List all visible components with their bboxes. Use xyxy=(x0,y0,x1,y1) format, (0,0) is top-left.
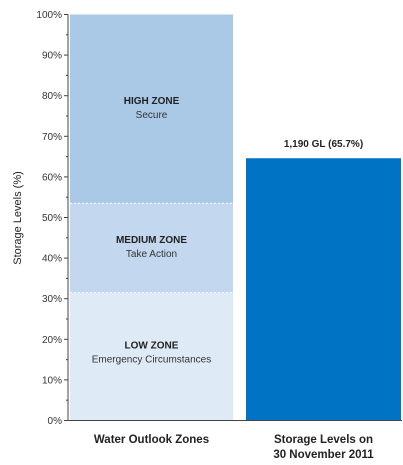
low-zone-band xyxy=(70,292,233,421)
outlook-zones-bar: LOW ZONE Emergency Circumstances MEDIUM ZO… xyxy=(70,14,233,421)
medium-zone-band xyxy=(70,203,233,293)
y-tick-label: 70% xyxy=(42,132,62,143)
high-zone-label: HIGH ZONE xyxy=(124,96,180,107)
medium-zone-label: MEDIUM ZONE xyxy=(116,235,187,246)
y-tick-label: 40% xyxy=(42,254,62,265)
y-tick-label: 20% xyxy=(42,335,62,346)
high-zone-band xyxy=(70,14,233,204)
medium-zone-description: Take Action xyxy=(126,249,177,260)
x-category-label: Water Outlook Zones xyxy=(94,434,209,446)
y-tick-label: 90% xyxy=(42,51,62,62)
y-tick-label: 0% xyxy=(48,416,63,427)
y-axis: 0% 10% 20% 30% 40% 50% 60% 70% 80% 90% 100% xyxy=(36,10,402,427)
high-zone-description: Secure xyxy=(136,110,168,121)
y-tick-label: 100% xyxy=(36,10,62,21)
low-zone-label: LOW ZONE xyxy=(125,341,179,352)
storage-bar-group: 1,190 GL (65.7%) xyxy=(246,139,401,421)
y-tick-label: 10% xyxy=(42,375,62,386)
y-tick-label: 80% xyxy=(42,91,62,102)
y-tick-label: 50% xyxy=(42,213,62,224)
zone-borders xyxy=(70,202,233,294)
x-axis-categories: Water Outlook Zones Storage Levels on 30 N… xyxy=(94,434,374,461)
low-zone-description: Emergency Circumstances xyxy=(92,355,211,366)
storage-value-label: 1,190 GL (65.7%) xyxy=(284,139,363,150)
x-category-label: 30 November 2011 xyxy=(273,449,374,461)
x-category-label: Storage Levels on xyxy=(274,434,373,446)
y-axis-label: Storage Levels (%) xyxy=(12,171,24,265)
storage-bar xyxy=(246,158,401,421)
y-tick-label: 60% xyxy=(42,172,62,183)
y-tick-label: 30% xyxy=(42,294,62,305)
